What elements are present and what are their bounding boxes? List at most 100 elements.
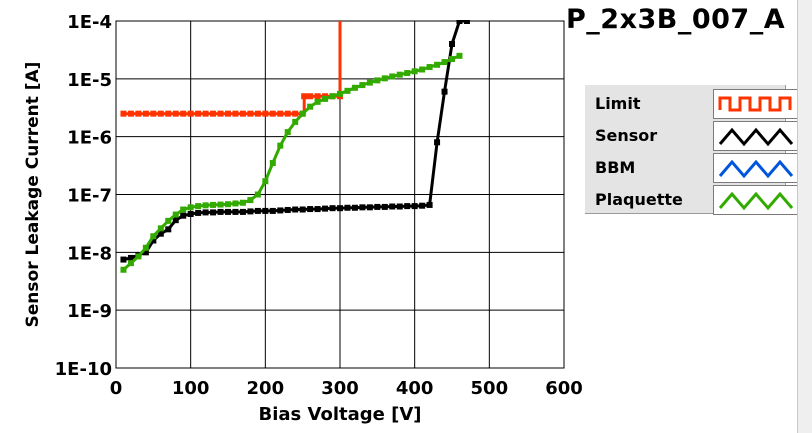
data-point-sensor — [322, 205, 329, 212]
y-axis-label: Sensor Leakage Current [A] — [23, 62, 43, 328]
data-point-limit — [150, 110, 157, 117]
data-point-sensor — [254, 207, 261, 214]
legend-label: Sensor — [595, 126, 658, 145]
legend-label: Limit — [595, 94, 641, 113]
legend-swatch-plaquette[interactable] — [713, 185, 799, 215]
data-point-sensor — [187, 211, 194, 218]
data-point-plaquette — [329, 93, 336, 100]
square-wave-icon — [718, 96, 792, 112]
x-tick-label: 100 — [172, 378, 210, 399]
data-point-sensor — [329, 205, 336, 212]
data-point-limit — [292, 110, 299, 117]
data-point-plaquette — [359, 82, 366, 89]
data-point-sensor — [441, 88, 448, 95]
data-point-sensor — [195, 209, 202, 216]
legend-swatch-sensor[interactable] — [713, 121, 799, 151]
data-point-sensor — [210, 209, 217, 216]
data-point-limit — [301, 93, 308, 100]
data-point-plaquette — [366, 79, 373, 86]
data-point-sensor — [411, 203, 418, 210]
data-point-limit — [225, 110, 231, 117]
data-point-plaquette — [150, 233, 157, 240]
data-point-sensor — [307, 206, 314, 213]
legend-swatch-limit[interactable] — [713, 89, 799, 119]
data-point-plaquette — [307, 103, 314, 110]
data-point-plaquette — [426, 64, 433, 71]
y-tick-label: 1E-4 — [67, 12, 112, 33]
data-point-plaquette — [449, 56, 455, 63]
legend-swatch-bbm[interactable] — [713, 153, 799, 183]
data-point-limit — [165, 110, 172, 117]
x-tick-label: 400 — [396, 378, 434, 399]
x-tick-label: 0 — [110, 378, 123, 399]
data-point-limit — [247, 110, 254, 117]
data-point-limit — [269, 110, 276, 117]
data-point-sensor — [262, 207, 269, 214]
zigzag-icon — [718, 191, 794, 211]
data-point-plaquette — [165, 217, 172, 224]
data-point-sensor — [456, 20, 463, 24]
legend-item-plaquette[interactable]: Plaquette — [595, 184, 799, 215]
data-point-sensor — [396, 203, 403, 210]
data-point-sensor — [314, 206, 321, 213]
data-point-plaquette — [180, 206, 187, 213]
data-point-plaquette — [374, 77, 381, 84]
data-point-sensor — [180, 212, 187, 219]
zigzag-icon — [718, 159, 794, 179]
data-point-plaquette — [202, 202, 209, 209]
data-point-plaquette — [269, 160, 276, 167]
data-point-sensor — [426, 201, 433, 208]
x-tick-label: 500 — [471, 378, 509, 399]
data-point-plaquette — [187, 204, 194, 211]
data-point-sensor — [142, 249, 149, 256]
legend: Limit Sensor BBM Plaque — [585, 85, 799, 215]
data-point-sensor — [337, 205, 343, 212]
data-point-limit — [180, 110, 187, 117]
legend-label: BBM — [595, 158, 636, 177]
data-layer — [120, 20, 470, 273]
y-tick-label: 1E-10 — [55, 359, 112, 380]
data-point-sensor — [157, 230, 164, 237]
data-point-sensor — [389, 203, 396, 210]
data-point-plaquette — [441, 59, 448, 66]
legend-item-sensor[interactable]: Sensor — [595, 120, 799, 151]
data-point-plaquette — [404, 70, 411, 77]
zigzag-icon — [718, 127, 794, 147]
data-point-sensor — [127, 254, 134, 261]
data-point-limit — [120, 110, 127, 117]
x-axis-label: Bias Voltage [V] — [259, 404, 422, 425]
data-point-sensor — [419, 202, 426, 209]
data-point-plaquette — [299, 110, 306, 117]
data-point-sensor — [150, 237, 157, 244]
x-tick-label: 600 — [545, 378, 583, 399]
legend-item-bbm[interactable]: BBM — [595, 152, 799, 183]
data-point-plaquette — [142, 244, 149, 251]
y-tick-label: 1E-5 — [67, 70, 112, 91]
data-point-plaquette — [292, 118, 299, 125]
data-point-plaquette — [396, 71, 403, 78]
data-point-limit — [135, 110, 142, 117]
side-scroll-strip — [797, 0, 812, 433]
data-point-sensor — [366, 204, 373, 211]
data-point-plaquette — [239, 199, 246, 206]
data-point-sensor — [449, 41, 455, 48]
legend-label: Plaquette — [595, 190, 683, 209]
data-point-sensor — [359, 204, 366, 211]
data-point-sensor — [351, 204, 358, 211]
data-point-plaquette — [157, 225, 164, 232]
data-point-plaquette — [381, 75, 388, 82]
data-point-sensor — [374, 203, 381, 210]
data-point-sensor — [232, 208, 239, 215]
data-point-limit — [157, 110, 164, 117]
y-tick-label: 1E-8 — [67, 243, 112, 264]
data-point-plaquette — [434, 61, 441, 68]
data-point-plaquette — [337, 90, 343, 97]
data-point-sensor — [463, 20, 470, 24]
data-point-limit — [254, 110, 261, 117]
y-tick-label: 1E-7 — [67, 186, 112, 207]
data-point-plaquette — [277, 142, 284, 149]
data-point-limit — [210, 110, 217, 117]
data-point-limit — [202, 110, 209, 117]
legend-item-limit[interactable]: Limit — [595, 88, 799, 119]
